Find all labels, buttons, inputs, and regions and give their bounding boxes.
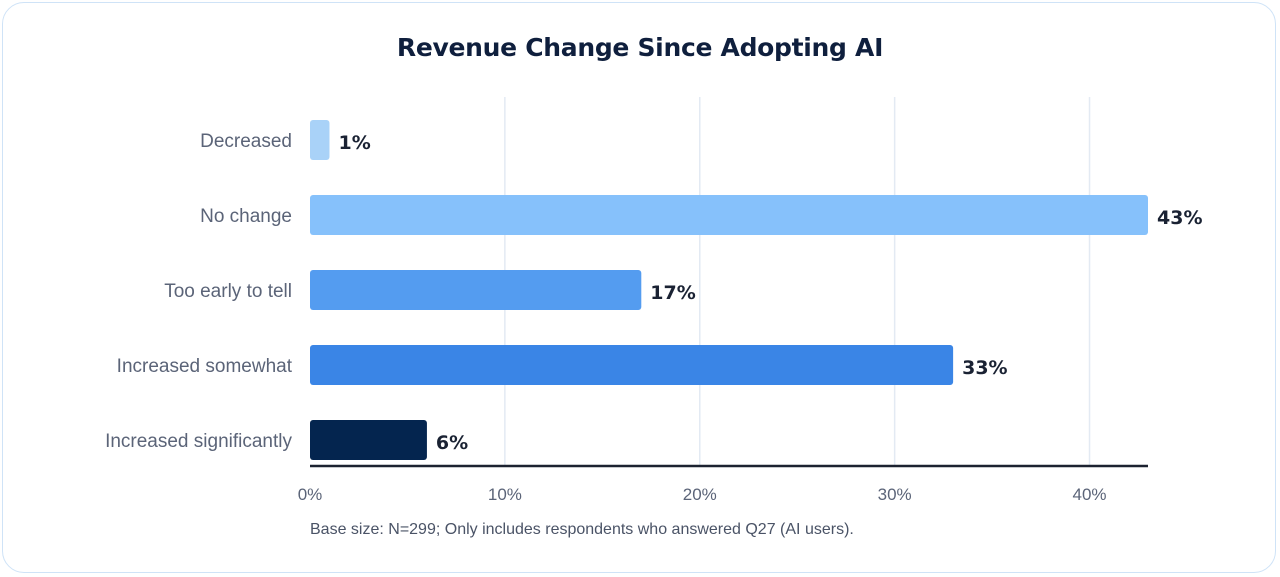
bar-0: [310, 120, 330, 160]
value-label-4: 6%: [436, 432, 468, 454]
category-label-1: No change: [200, 206, 292, 227]
category-label-4: Increased significantly: [105, 431, 292, 452]
bar-1: [310, 195, 1148, 235]
x-tick-label-3: 30%: [878, 485, 912, 504]
category-label-0: Decreased: [200, 131, 292, 152]
value-label-0: 1%: [338, 132, 370, 154]
x-tick-label-4: 40%: [1073, 485, 1107, 504]
bar-2: [310, 270, 642, 310]
x-tick-label-2: 20%: [683, 485, 717, 504]
value-label-3: 33%: [962, 357, 1007, 379]
category-label-3: Increased somewhat: [117, 356, 293, 377]
base-size-note: Base size: N=299; Only includes responde…: [310, 521, 854, 538]
x-tick-label-0: 0%: [298, 485, 323, 504]
category-label-2: Too early to tell: [164, 281, 292, 302]
value-label-1: 43%: [1157, 207, 1202, 229]
x-tick-label-1: 10%: [488, 485, 522, 504]
chart-title: Revenue Change Since Adopting AI: [396, 33, 884, 62]
bar-3: [310, 345, 954, 385]
bar-4: [310, 420, 427, 460]
value-label-2: 17%: [650, 282, 695, 304]
